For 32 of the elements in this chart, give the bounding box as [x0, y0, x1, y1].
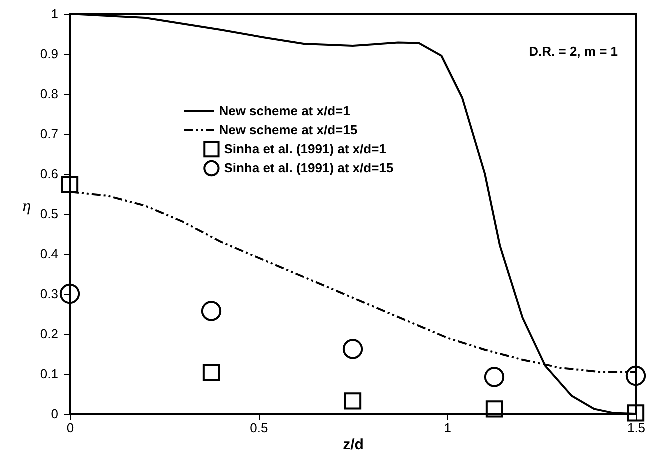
- legend-label: New scheme at x/d=1: [219, 104, 350, 118]
- y-axis-title: η: [22, 198, 31, 216]
- y-tick-label: 0.8: [40, 86, 58, 102]
- point: [202, 364, 220, 382]
- y-tick-label: 0: [51, 406, 58, 422]
- x-tick-label: 1: [444, 420, 452, 436]
- x-tick-label: 0: [66, 420, 74, 436]
- legend-label: New scheme at x/d=15: [219, 122, 358, 138]
- point: [626, 366, 646, 386]
- annotation: D.R. = 2, m = 1: [529, 44, 618, 59]
- y-tick-label: 0.1: [40, 366, 58, 382]
- point: [486, 400, 504, 418]
- y-tick-label: 0.4: [40, 246, 58, 262]
- legend-label: Sinha et al. (1991) at x/d=15: [224, 160, 394, 176]
- x-axis-title: z/d: [343, 436, 364, 454]
- point: [201, 301, 222, 322]
- y-tick-label: 0.5: [40, 206, 58, 222]
- point: [60, 284, 80, 304]
- y-tick-label: 0.7: [40, 126, 58, 142]
- y-tick-label: 0.9: [40, 46, 58, 62]
- legend-label: Sinha et al. (1991) at x/d=1: [224, 142, 386, 156]
- x-tick-label: 0.5: [250, 420, 268, 436]
- y-tick-label: 0.6: [40, 166, 58, 182]
- point: [61, 176, 79, 194]
- point: [627, 404, 645, 422]
- point: [484, 367, 505, 388]
- x-tick-label: 1.5: [627, 420, 646, 436]
- y-tick-label: 1: [51, 6, 58, 22]
- point: [342, 339, 364, 360]
- point: [344, 392, 362, 410]
- y-tick-label: 0.2: [40, 326, 58, 342]
- y-tick-label: 0.3: [40, 286, 58, 302]
